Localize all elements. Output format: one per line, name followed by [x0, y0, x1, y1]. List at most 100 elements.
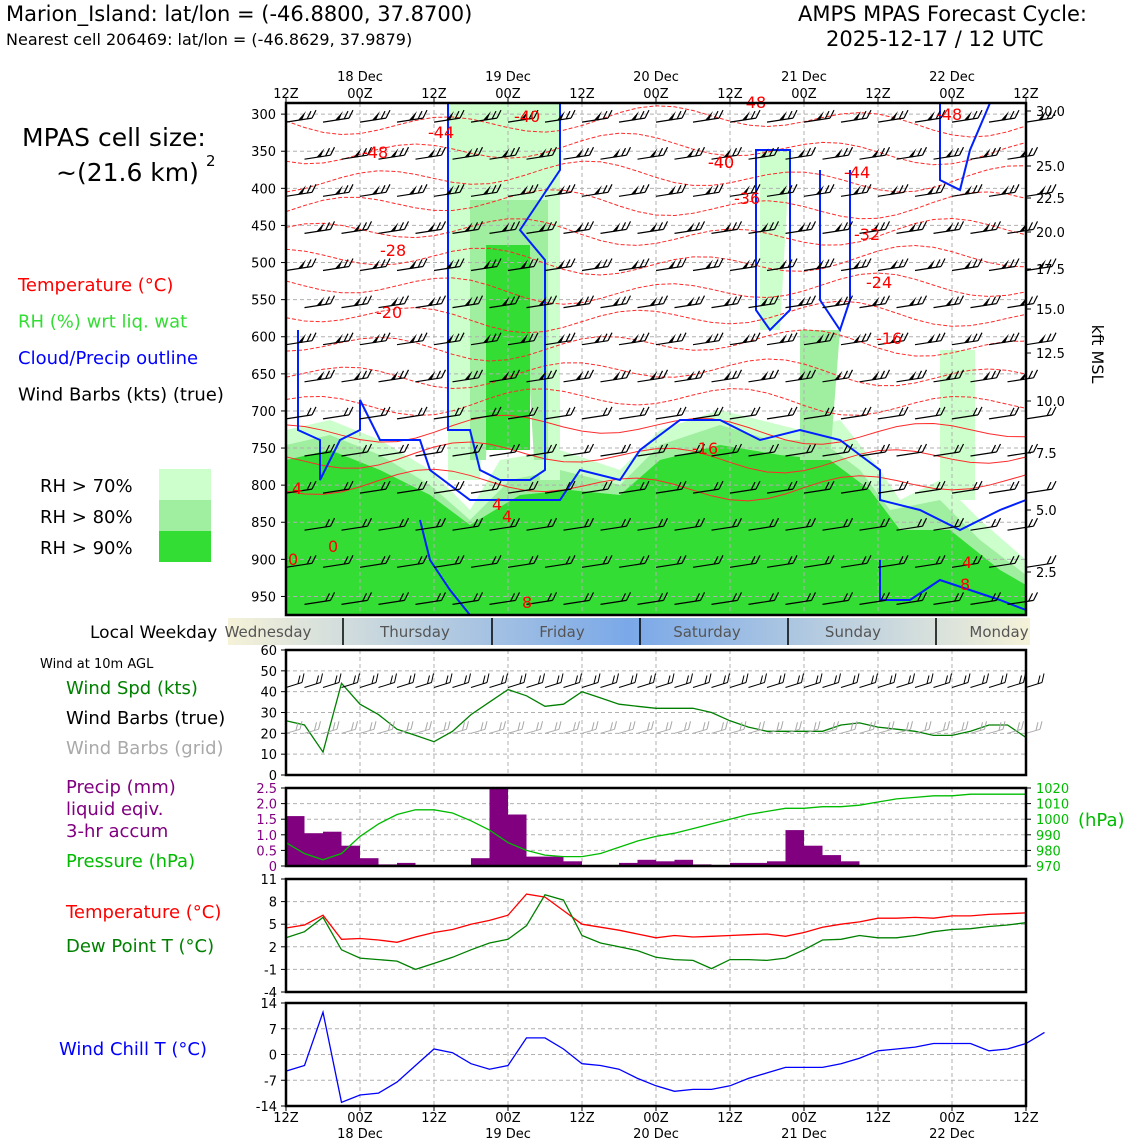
precip-bar	[730, 862, 749, 866]
wind-panel-tick-label: 20	[260, 727, 277, 742]
temperature-contour-label: 0	[288, 550, 298, 569]
wind-barb	[563, 146, 595, 160]
cell-size-label: MPAS cell size:	[22, 123, 206, 152]
temp-panel-frame	[284, 877, 1028, 994]
temp-legend-item: Dew Point T (°C)	[66, 936, 214, 957]
wind-barb	[729, 555, 761, 568]
wind-barb	[526, 443, 558, 457]
wind-barb	[600, 295, 632, 309]
true-wind-barb	[1025, 673, 1045, 688]
station-title: Marion_Island: lat/lon = (-46.8800, 37.8…	[6, 2, 473, 26]
wind-barb	[970, 369, 1002, 383]
wind-barb	[655, 555, 687, 568]
bottom-date-label: 21 Dec	[781, 1127, 827, 1140]
wind-barb	[933, 295, 965, 309]
wind-barb	[822, 592, 854, 605]
grid-wind-barb	[285, 721, 303, 734]
wind-barb	[507, 406, 539, 420]
true-wind-barb	[322, 673, 342, 688]
top-date-label: 18 Dec	[337, 70, 383, 85]
wind-barb	[581, 109, 613, 123]
true-wind-barb	[507, 673, 527, 688]
wind-barb	[359, 258, 391, 272]
rh-shading-7	[800, 330, 840, 460]
true-wind-barb	[914, 673, 934, 688]
wind-barb	[988, 332, 1020, 346]
wind-barb	[304, 517, 336, 531]
grid-wind-barb	[359, 721, 377, 734]
wind-barb	[396, 555, 428, 568]
weekday-label: Saturday	[673, 623, 741, 641]
wind-barb	[803, 332, 835, 346]
pressure-tick-label: 350	[251, 145, 276, 160]
true-wind-barb	[803, 673, 823, 688]
temperature-contour-label: 4	[962, 553, 972, 572]
wind-barb	[674, 221, 706, 234]
temperature-contour	[285, 105, 1027, 138]
cloud-outline	[297, 330, 1027, 532]
top-date-label: 21 Dec	[781, 70, 827, 85]
wind-barb	[1007, 592, 1039, 605]
wind-barb	[822, 295, 854, 309]
wind-barb	[766, 332, 798, 346]
grid-wind-barb	[859, 721, 876, 734]
bottom-time-tick-label: 00Z	[939, 1111, 965, 1126]
wind-barb	[304, 146, 336, 160]
precip-bar	[822, 855, 841, 866]
true-wind-barb	[896, 673, 915, 688]
pressure-line	[285, 793, 1026, 861]
wind-barb	[341, 517, 373, 531]
grid-wind-barb	[970, 721, 987, 734]
wind-barb	[433, 184, 465, 197]
true-wind-barb	[674, 673, 693, 688]
wind-barb	[600, 221, 632, 234]
temperature-contour	[285, 272, 1027, 305]
true-wind-barb	[729, 673, 749, 688]
wind-barb	[637, 146, 669, 160]
precip-bar	[360, 858, 379, 866]
wind-barb	[285, 109, 317, 123]
top-time-tick-label: 00Z	[643, 87, 669, 102]
temperature-contour-label: -44	[428, 123, 454, 142]
wind-barb	[341, 221, 373, 234]
wind-barb	[600, 369, 632, 383]
weekday-label: Friday	[539, 623, 585, 641]
true-wind-barb	[415, 673, 434, 688]
wind-barb	[988, 258, 1020, 272]
wind-barb	[378, 369, 410, 383]
wind-barb	[803, 184, 835, 197]
cell-size-value: ~(21.6 km)	[56, 158, 199, 187]
cloud-outline	[755, 149, 791, 332]
wind-barb	[378, 295, 410, 309]
wind-barb	[359, 109, 391, 123]
bottom-date-label: 20 Dec	[633, 1127, 679, 1140]
wind-barb	[618, 258, 650, 272]
wind-barb	[526, 221, 558, 234]
wind-barb	[766, 109, 798, 123]
pressure-tick-label: 500	[251, 257, 276, 272]
wind-barb	[415, 295, 447, 309]
temperature-contour-label: -48	[936, 105, 962, 124]
wind-barb	[840, 480, 872, 494]
wind-barb	[785, 146, 817, 160]
pressure-tick-label: 970	[1036, 860, 1061, 875]
precip-legend-item: Pressure (hPa)	[66, 851, 195, 872]
rh-legend-swatch	[159, 469, 211, 500]
wind-barb	[378, 443, 410, 457]
bottom-time-tick-label: 12Z	[1013, 1111, 1039, 1126]
wind-barb	[637, 221, 669, 234]
wind-barb	[766, 184, 798, 197]
temperature-contour-label: -36	[734, 189, 760, 208]
wind-barb	[785, 592, 817, 605]
wind-barb	[285, 480, 317, 494]
wind-barb	[785, 221, 817, 234]
true-wind-barb	[563, 673, 582, 688]
wind-barb	[877, 184, 909, 197]
wind-barb	[489, 146, 521, 160]
wind-barb	[396, 406, 428, 420]
precip-bar	[341, 845, 360, 866]
true-wind-barb	[951, 673, 971, 688]
bottom-time-tick-label: 12Z	[717, 1111, 743, 1126]
grid-wind-barb	[674, 721, 691, 734]
wind-barb	[1025, 258, 1057, 272]
